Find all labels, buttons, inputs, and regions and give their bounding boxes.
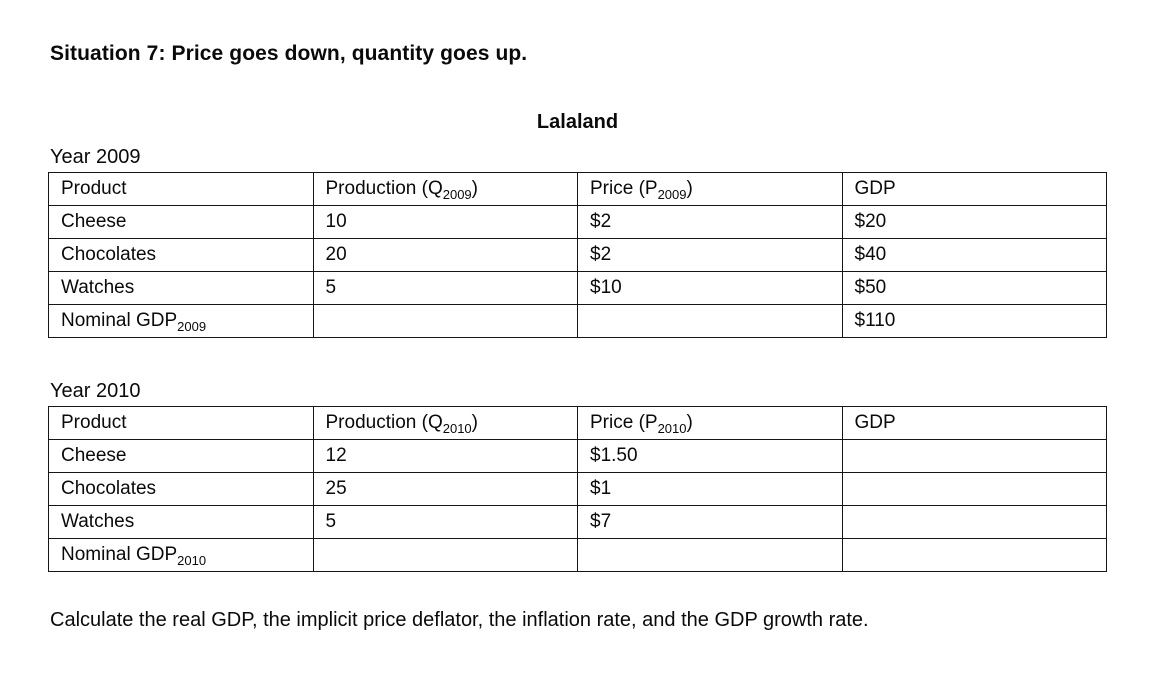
- cell-gdp: [841, 505, 1107, 539]
- table-header-row-2010: Product Production (Q2010) Price (P2010)…: [48, 406, 1107, 440]
- cell-production: 5: [312, 271, 578, 305]
- document-title: Situation 7: Price goes down, quantity g…: [50, 42, 528, 65]
- cell-product: Cheese: [48, 439, 314, 473]
- table-row-watches-2010: Watches 5 $7: [48, 505, 1107, 539]
- subscript-year: 2009: [177, 318, 207, 334]
- cell-gdp: $20: [841, 205, 1107, 239]
- cell-gdp: $110: [841, 304, 1107, 338]
- cell-price: $1: [577, 472, 843, 506]
- cell-production: 12: [312, 439, 578, 473]
- cell-price: $1.50: [577, 439, 843, 473]
- instruction-text: Calculate the real GDP, the implicit pri…: [50, 609, 869, 631]
- cell-product: Watches: [48, 271, 314, 305]
- header-production: Production (Q2010): [312, 406, 578, 440]
- table-row-watches-2009: Watches 5 $10 $50: [48, 271, 1107, 305]
- cell-production: 10: [312, 205, 578, 239]
- cell-price: [577, 304, 843, 338]
- subscript-year: 2010: [657, 420, 687, 436]
- document-page: Situation 7: Price goes down, quantity g…: [48, 42, 1107, 631]
- table-row-chocolates-2009: Chocolates 20 $2 $40: [48, 238, 1107, 272]
- cell-gdp: $50: [841, 271, 1107, 305]
- cell-price: $10: [577, 271, 843, 305]
- table-total-row-2010: Nominal GDP2010: [48, 538, 1107, 572]
- subscript-year: 2009: [442, 186, 472, 202]
- header-price: Price (P2009): [577, 172, 843, 206]
- table-row-cheese-2010: Cheese 12 $1.50: [48, 439, 1107, 473]
- cell-gdp: [841, 439, 1107, 473]
- cell-product: Watches: [48, 505, 314, 539]
- cell-production: 20: [312, 238, 578, 272]
- cell-product: Cheese: [48, 205, 314, 239]
- table-row-cheese-2009: Cheese 10 $2 $20: [48, 205, 1107, 239]
- year-2009-label: Year 2009: [50, 146, 141, 168]
- cell-product: Chocolates: [48, 238, 314, 272]
- cell-product: Chocolates: [48, 472, 314, 506]
- year-2010-label: Year 2010: [50, 380, 141, 402]
- subscript-year: 2010: [177, 552, 207, 568]
- cell-production: [312, 538, 578, 572]
- header-price: Price (P2010): [577, 406, 843, 440]
- cell-price: [577, 538, 843, 572]
- cell-price: $2: [577, 238, 843, 272]
- cell-production: 5: [312, 505, 578, 539]
- cell-price: $2: [577, 205, 843, 239]
- cell-total-label: Nominal GDP2010: [48, 538, 314, 572]
- table-total-row-2009: Nominal GDP2009 $110: [48, 304, 1107, 338]
- cell-total-label: Nominal GDP2009: [48, 304, 314, 338]
- subscript-year: 2010: [442, 420, 472, 436]
- cell-production: [312, 304, 578, 338]
- header-product: Product: [48, 406, 314, 440]
- cell-production: 25: [312, 472, 578, 506]
- gdp-table-2010: Product Production (Q2010) Price (P2010)…: [48, 406, 1107, 572]
- table-row-chocolates-2010: Chocolates 25 $1: [48, 472, 1107, 506]
- table-header-row-2009: Product Production (Q2009) Price (P2009)…: [48, 172, 1107, 206]
- header-production: Production (Q2009): [312, 172, 578, 206]
- subscript-year: 2009: [657, 186, 687, 202]
- gdp-table-2009: Product Production (Q2009) Price (P2009)…: [48, 172, 1107, 338]
- cell-gdp: [841, 472, 1107, 506]
- cell-gdp: $40: [841, 238, 1107, 272]
- cell-price: $7: [577, 505, 843, 539]
- header-gdp: GDP: [841, 406, 1107, 440]
- cell-gdp: [841, 538, 1107, 572]
- header-gdp: GDP: [841, 172, 1107, 206]
- country-heading: Lalaland: [536, 111, 619, 133]
- header-product: Product: [48, 172, 314, 206]
